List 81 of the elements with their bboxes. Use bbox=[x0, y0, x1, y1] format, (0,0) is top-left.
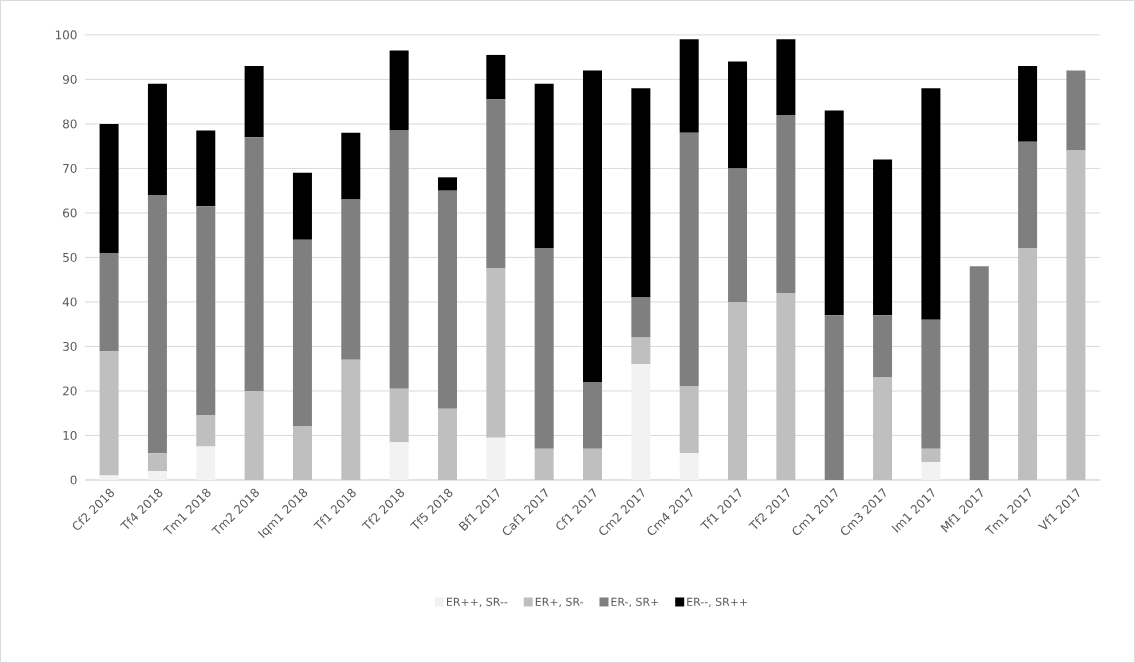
bar bbox=[389, 50, 409, 131]
bar bbox=[486, 268, 506, 438]
bar bbox=[631, 88, 651, 298]
bar bbox=[583, 382, 603, 449]
bar bbox=[631, 297, 651, 338]
bar bbox=[921, 319, 941, 449]
y-tick-label: 90 bbox=[62, 74, 77, 84]
bar bbox=[486, 437, 506, 481]
bar bbox=[921, 88, 941, 320]
bar bbox=[147, 195, 167, 454]
bar bbox=[1066, 70, 1086, 151]
bar bbox=[389, 442, 409, 481]
bar bbox=[873, 377, 893, 481]
bar bbox=[99, 253, 119, 351]
bar bbox=[534, 83, 554, 249]
bar bbox=[1018, 248, 1038, 481]
bar bbox=[728, 301, 748, 481]
bar bbox=[292, 172, 312, 240]
legend-label: ER--, SR++ bbox=[687, 597, 747, 608]
y-tick-label: 10 bbox=[63, 430, 77, 441]
bar bbox=[583, 70, 603, 383]
bar bbox=[873, 159, 893, 316]
bar bbox=[631, 337, 651, 365]
bar bbox=[244, 391, 264, 481]
y-tick-label: 80 bbox=[63, 119, 77, 129]
y-tick-label: 40 bbox=[62, 297, 77, 307]
bar bbox=[1018, 66, 1038, 142]
bar bbox=[969, 266, 989, 481]
y-tick-label: 30 bbox=[63, 341, 77, 352]
bar bbox=[437, 177, 457, 191]
bar bbox=[196, 446, 216, 481]
y-tick-label: 50 bbox=[63, 252, 77, 262]
bar bbox=[196, 130, 216, 207]
bar bbox=[486, 54, 506, 100]
bar bbox=[679, 132, 699, 387]
bar bbox=[292, 239, 312, 427]
bar bbox=[99, 350, 119, 476]
bar bbox=[389, 388, 409, 443]
bar bbox=[921, 462, 941, 481]
bar bbox=[341, 359, 361, 481]
bar bbox=[824, 110, 844, 316]
bar bbox=[341, 199, 361, 360]
bar bbox=[728, 61, 748, 169]
bar bbox=[147, 83, 167, 196]
bar bbox=[99, 123, 119, 254]
bar bbox=[776, 293, 796, 481]
y-tick-label: 60 bbox=[63, 208, 77, 218]
bar bbox=[389, 130, 409, 389]
bar bbox=[776, 115, 796, 294]
bar bbox=[728, 168, 748, 302]
bar bbox=[147, 453, 167, 472]
bar bbox=[486, 99, 506, 269]
bar bbox=[776, 39, 796, 116]
y-tick-label: 0 bbox=[70, 475, 77, 485]
bar bbox=[196, 415, 216, 447]
legend-label: ER++, SR-- bbox=[446, 597, 508, 608]
bar bbox=[196, 206, 216, 416]
legend-label: ER-, SR+ bbox=[611, 597, 659, 608]
bar bbox=[147, 471, 167, 481]
bar bbox=[437, 408, 457, 481]
bar bbox=[824, 315, 844, 481]
bar bbox=[679, 39, 699, 133]
bar bbox=[437, 190, 457, 409]
bar bbox=[534, 448, 554, 481]
legend-label: ER+, SR- bbox=[535, 597, 584, 608]
bar bbox=[873, 315, 893, 378]
bar bbox=[292, 426, 312, 481]
bar bbox=[341, 132, 361, 200]
y-tick-label: 20 bbox=[63, 386, 77, 396]
bar bbox=[244, 137, 264, 391]
bar bbox=[679, 453, 699, 481]
bar bbox=[921, 448, 941, 463]
bar bbox=[631, 364, 651, 481]
bar bbox=[1018, 141, 1038, 249]
bar bbox=[1066, 150, 1086, 481]
bar bbox=[534, 248, 554, 449]
y-tick-label: 70 bbox=[63, 163, 77, 173]
bar bbox=[583, 448, 603, 481]
bar bbox=[244, 66, 264, 138]
y-tick-label: 100 bbox=[55, 30, 77, 40]
bar bbox=[679, 386, 699, 454]
